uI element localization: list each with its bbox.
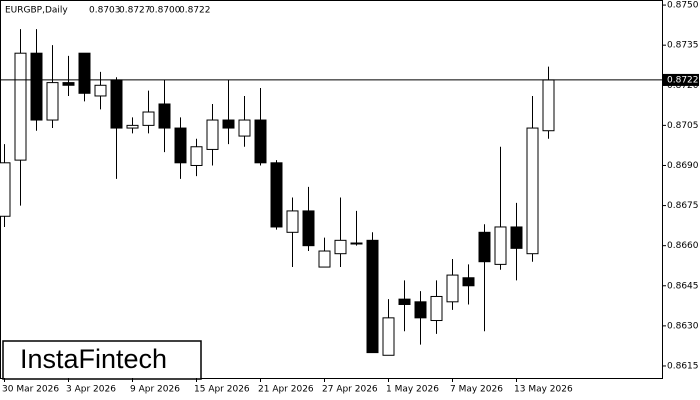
header-value: 0.8700 bbox=[149, 6, 181, 16]
candle-body bbox=[382, 317, 395, 356]
x-tick-label: 30 Mar 2026 bbox=[2, 385, 59, 395]
header-value: 0.8727 bbox=[119, 6, 151, 16]
candle-body bbox=[94, 84, 107, 97]
candle-body bbox=[110, 79, 123, 129]
candle-body bbox=[142, 111, 155, 126]
candle-body bbox=[478, 231, 491, 263]
candle-body bbox=[526, 127, 539, 255]
candle-body bbox=[238, 119, 251, 137]
y-tick-label: 0.8735 bbox=[667, 41, 699, 51]
candle-body bbox=[190, 146, 203, 166]
candle-body bbox=[366, 239, 379, 354]
candle-body bbox=[158, 103, 171, 129]
candle-body bbox=[270, 162, 283, 228]
x-tick-label: 15 Apr 2026 bbox=[194, 385, 250, 395]
candle-body bbox=[78, 52, 91, 94]
candle-body bbox=[414, 301, 427, 319]
y-tick-label: 0.8645 bbox=[667, 281, 699, 291]
candle-body bbox=[126, 124, 139, 129]
y-tick-label: 0.8630 bbox=[667, 321, 699, 331]
x-tick-label: 27 Apr 2026 bbox=[322, 385, 378, 395]
candle-body bbox=[14, 52, 27, 161]
candle-body bbox=[0, 162, 11, 217]
candle-body bbox=[494, 226, 507, 265]
x-tick-label: 1 May 2026 bbox=[386, 385, 439, 395]
candle-body bbox=[222, 119, 235, 129]
brand-box bbox=[2, 340, 202, 380]
candle-body bbox=[206, 119, 219, 150]
x-tick-label: 21 Apr 2026 bbox=[258, 385, 314, 395]
candle-body bbox=[318, 250, 331, 268]
header-value: 0.8722 bbox=[179, 6, 211, 16]
candle-body bbox=[334, 239, 347, 255]
y-tick-label: 0.8615 bbox=[667, 361, 699, 371]
candle-body bbox=[174, 127, 187, 164]
y-tick-label: 0.8675 bbox=[667, 201, 699, 211]
candle-body bbox=[46, 82, 59, 121]
current-price-label: 0.8722 bbox=[667, 75, 699, 85]
candle-body bbox=[62, 82, 75, 86]
x-tick-label: 13 May 2026 bbox=[514, 385, 573, 395]
x-tick-label: 9 Apr 2026 bbox=[130, 385, 180, 395]
y-tick-label: 0.8660 bbox=[667, 241, 699, 251]
candle-body bbox=[30, 52, 43, 121]
candle-body bbox=[542, 79, 555, 132]
candle-body bbox=[462, 277, 475, 287]
y-tick-label: 0.8690 bbox=[667, 161, 699, 171]
candle-body bbox=[398, 298, 411, 305]
chart-title: EURGBP,Daily bbox=[5, 6, 68, 16]
y-tick-label: 0.8705 bbox=[667, 121, 699, 131]
header-value: 0.8703 bbox=[89, 6, 121, 16]
candle-body bbox=[510, 226, 523, 249]
candle-body bbox=[446, 274, 459, 303]
candle-body bbox=[254, 119, 267, 164]
candle-body bbox=[302, 210, 315, 247]
candle-body bbox=[286, 210, 299, 233]
x-tick-label: 7 May 2026 bbox=[450, 385, 503, 395]
candle-body bbox=[350, 242, 363, 245]
plot-frame bbox=[0, 0, 663, 379]
candle-body bbox=[430, 295, 443, 322]
y-tick-label: 0.8750 bbox=[667, 1, 699, 11]
brand-logo: InstaFintech bbox=[20, 344, 167, 374]
current-price-box bbox=[663, 73, 699, 86]
x-tick-label: 3 Apr 2026 bbox=[66, 385, 116, 395]
